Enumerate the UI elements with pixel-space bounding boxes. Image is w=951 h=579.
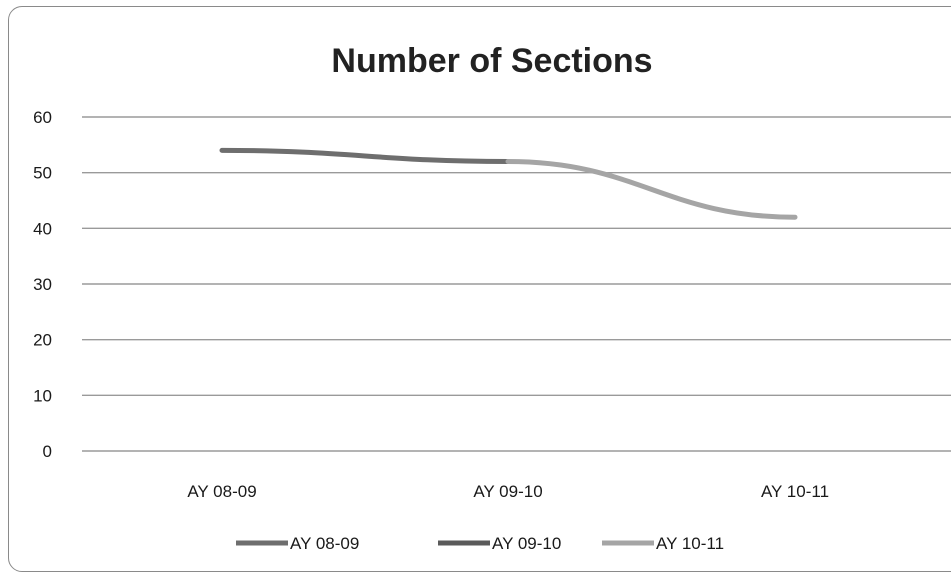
legend-label-2: AY 10-11: [656, 534, 724, 553]
x-tick-label: AY 10-11: [761, 482, 829, 501]
chart-frame: [8, 6, 951, 572]
series-line-0: [219, 147, 511, 165]
legend-label-1: AY 09-10: [492, 534, 561, 553]
y-tick-label: 60: [33, 108, 52, 127]
x-tick-label: AY 09-10: [473, 482, 542, 501]
series-lines: [219, 147, 798, 220]
legend: AY 08-09 AY 09-10 AY 10-11: [236, 534, 724, 553]
y-tick-label: 20: [33, 331, 52, 350]
x-axis-ticks: AY 08-09 AY 09-10 AY 10-11: [187, 482, 829, 501]
series-line-2: [505, 159, 798, 220]
legend-label-0: AY 08-09: [290, 534, 359, 553]
x-tick-label: AY 08-09: [187, 482, 256, 501]
chart-title: Number of Sections: [331, 42, 652, 80]
y-tick-label: 40: [33, 219, 52, 238]
y-axis-ticks: 0 10 20 30 40 50 60: [33, 108, 52, 461]
y-tick-label: 0: [43, 442, 52, 461]
gridlines: [82, 116, 951, 452]
y-tick-label: 50: [33, 164, 52, 183]
y-tick-label: 30: [33, 275, 52, 294]
y-tick-label: 10: [33, 386, 52, 405]
